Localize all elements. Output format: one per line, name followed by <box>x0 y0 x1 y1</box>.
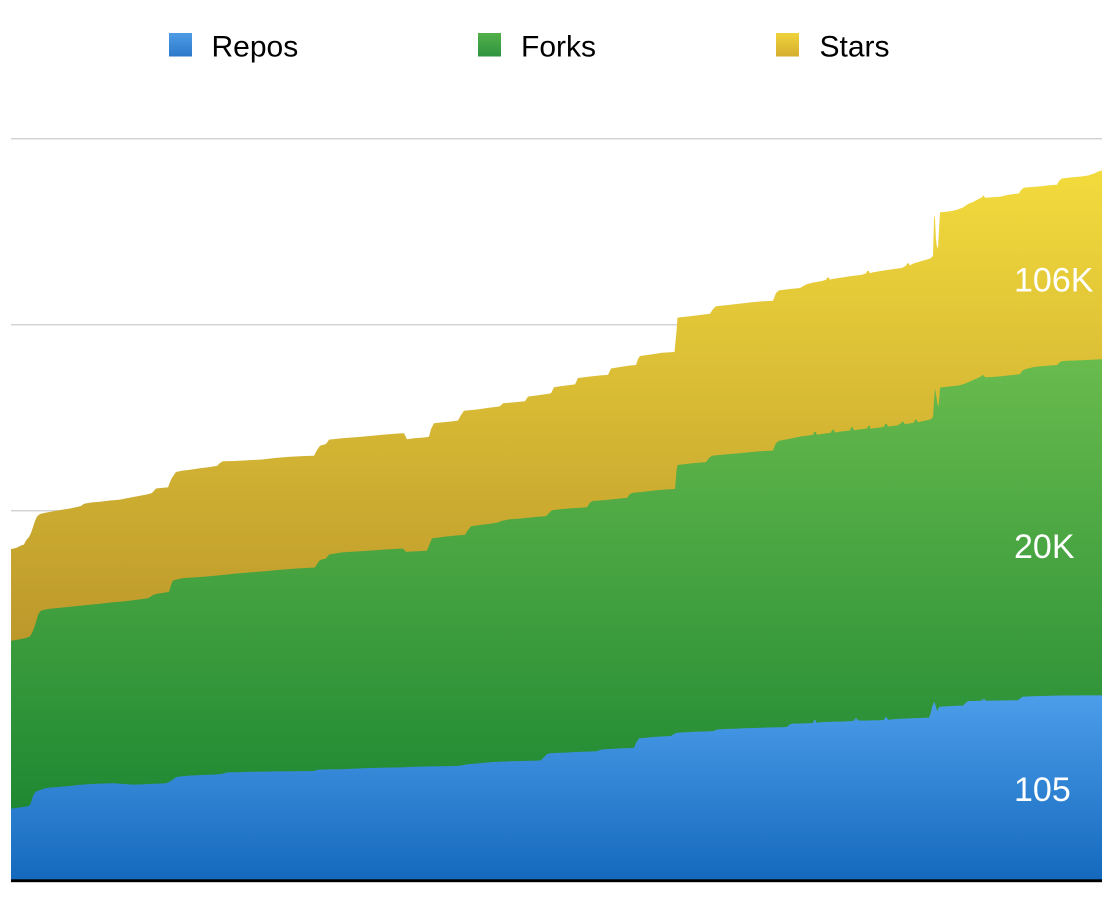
svg-text:106K: 106K <box>1014 262 1094 300</box>
svg-text:Repos: Repos <box>212 31 299 64</box>
svg-text:20K: 20K <box>1014 528 1075 566</box>
svg-text:Stars: Stars <box>820 31 890 64</box>
svg-text:Forks: Forks <box>521 31 596 64</box>
svg-text:105: 105 <box>1014 771 1071 809</box>
